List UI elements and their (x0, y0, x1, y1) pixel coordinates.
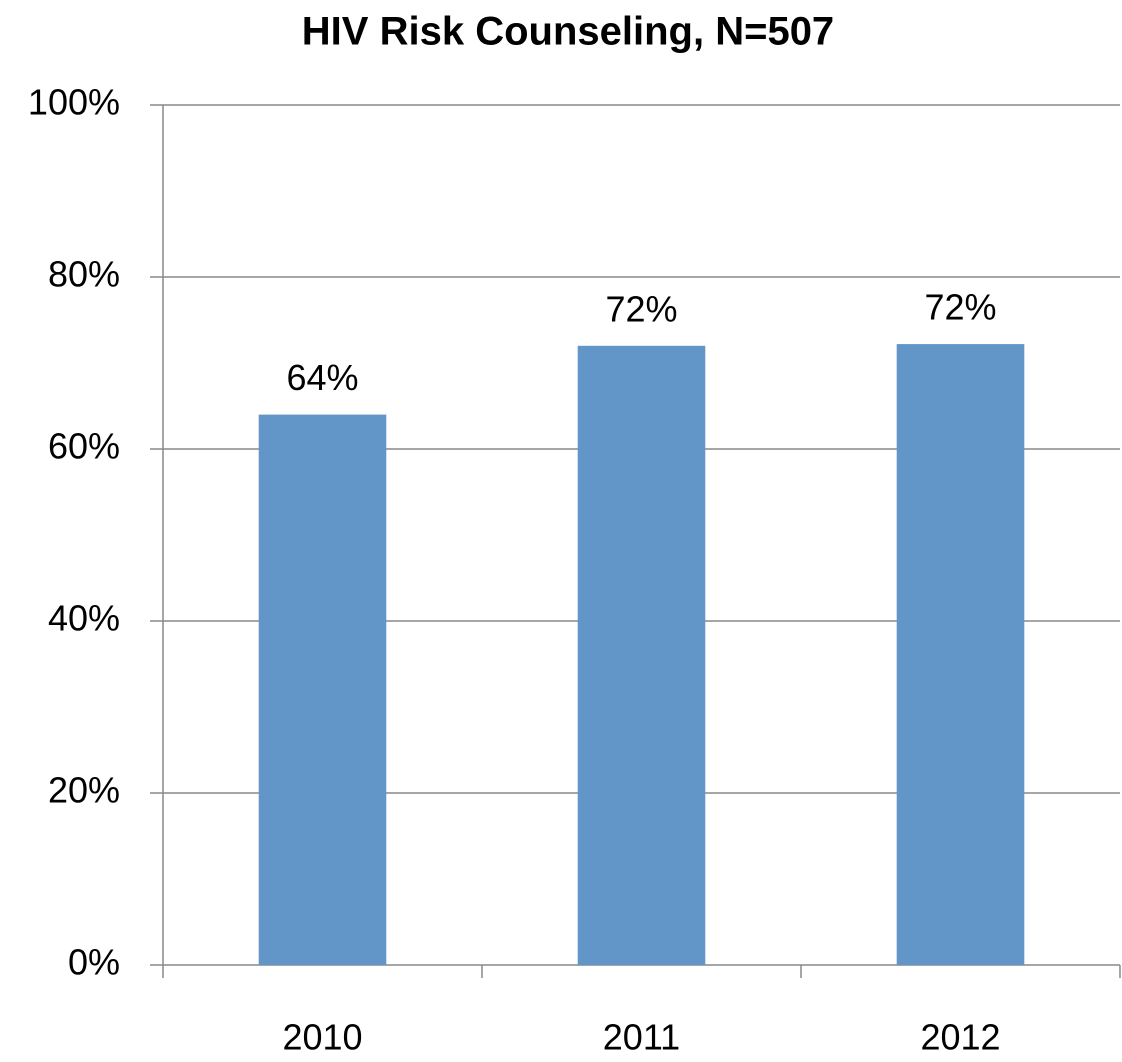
x-tick-label: 2011 (603, 1017, 680, 1058)
bar (896, 344, 1025, 966)
bar (258, 414, 387, 966)
x-tick-label: 2012 (920, 1017, 1000, 1058)
data-label: 72% (605, 288, 677, 329)
y-tick-label: 100% (28, 82, 120, 123)
data-label: 64% (286, 357, 358, 398)
chart-title: HIV Risk Counseling, N=507 (302, 10, 834, 54)
bar (577, 345, 706, 965)
y-tick-label: 80% (48, 254, 120, 295)
y-tick-label: 40% (48, 598, 120, 639)
y-tick-label: 20% (48, 770, 120, 811)
y-tick-label: 0% (68, 942, 120, 983)
x-tick-label: 2010 (282, 1017, 362, 1058)
data-label: 72% (924, 287, 996, 328)
y-tick-label: 60% (48, 426, 120, 467)
